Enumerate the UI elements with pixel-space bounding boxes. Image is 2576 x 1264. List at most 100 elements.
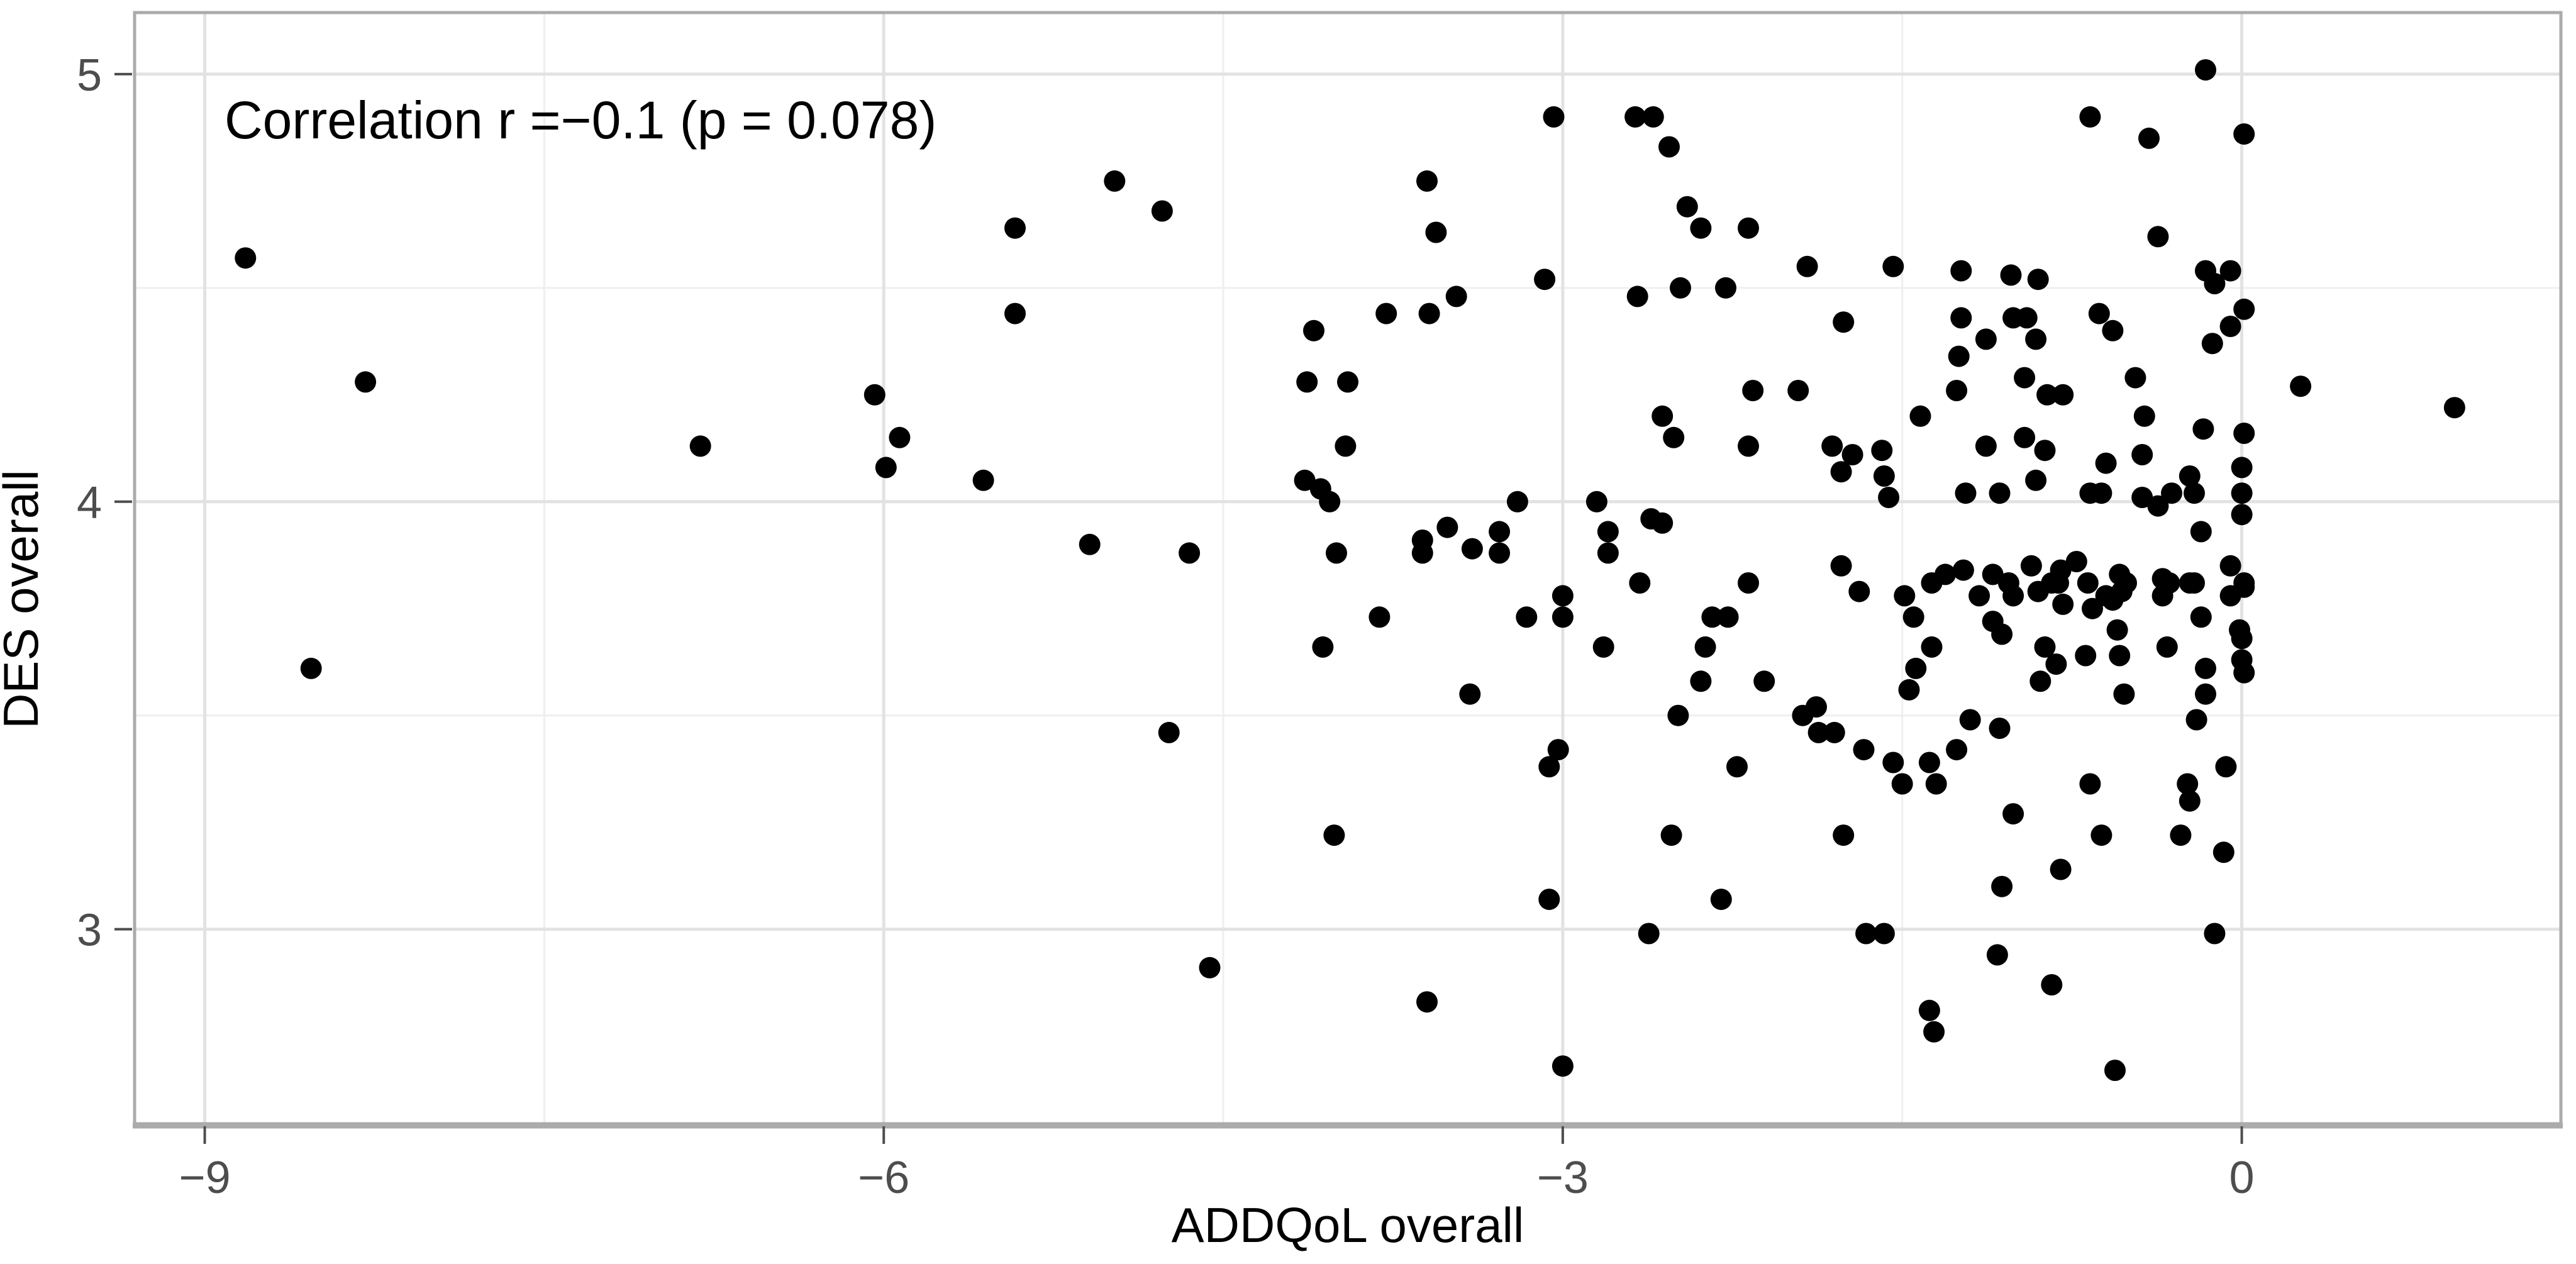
data-point — [2048, 572, 2069, 594]
data-point — [2102, 589, 2124, 611]
data-point — [1294, 469, 1316, 491]
axis-tick-labels: −9 −6 −3 0 3 4 5 — [77, 50, 2255, 1203]
data-point — [1726, 756, 1748, 778]
data-point — [1416, 991, 1438, 1013]
data-point — [1806, 696, 1827, 718]
data-point — [2077, 572, 2099, 594]
data-point — [1982, 563, 2004, 585]
data-point — [355, 371, 377, 393]
data-point — [2138, 127, 2160, 149]
data-point — [1946, 739, 1968, 761]
data-point — [1303, 319, 1324, 341]
data-point — [2161, 482, 2182, 504]
data-point — [1199, 956, 1221, 978]
data-point — [1538, 889, 1560, 911]
x-axis-title: ADDQoL overall — [1172, 1197, 1524, 1253]
data-point — [2052, 593, 2074, 615]
y-tick-label: 4 — [77, 478, 102, 528]
data-point — [2036, 384, 2058, 406]
data-point — [1921, 636, 1943, 658]
data-point — [2184, 572, 2205, 594]
data-point — [2041, 974, 2063, 995]
data-point — [1489, 521, 1511, 543]
data-point — [1079, 533, 1101, 555]
data-point — [1004, 217, 1026, 239]
data-point — [972, 469, 994, 491]
x-tick-label: −9 — [179, 1153, 231, 1203]
data-point — [1690, 217, 1712, 239]
x-tick-label: −3 — [1537, 1153, 1589, 1203]
x-tick-label: 0 — [2229, 1153, 2255, 1203]
y-tick-label: 5 — [77, 50, 102, 101]
correlation-annotation: Correlation r =−0.1 (p = 0.078) — [225, 91, 936, 150]
data-point — [1296, 371, 1318, 393]
data-point — [1179, 542, 1201, 564]
data-point — [1950, 260, 1972, 282]
data-point — [2079, 106, 2101, 128]
data-point — [1918, 751, 1940, 773]
data-point — [2184, 482, 2205, 504]
data-point — [2045, 653, 2067, 675]
data-point — [2233, 123, 2255, 145]
data-point — [1516, 606, 1538, 628]
data-point — [1552, 1055, 1574, 1077]
data-point — [1952, 559, 1974, 581]
data-point — [2195, 59, 2216, 81]
data-point — [2133, 405, 2155, 427]
data-point — [2170, 824, 2192, 846]
data-point — [2027, 269, 2049, 291]
data-point — [2219, 555, 2241, 577]
data-point — [1841, 444, 1863, 465]
scatter-points — [235, 59, 2465, 1081]
data-point — [1461, 538, 1483, 560]
data-point — [1663, 426, 1685, 448]
data-point — [2020, 555, 2042, 577]
data-point — [1787, 380, 1809, 401]
data-point — [1368, 606, 1391, 628]
data-point — [1640, 508, 1662, 529]
data-point — [1337, 371, 1358, 393]
data-point — [1506, 491, 1528, 513]
data-point — [2082, 597, 2103, 619]
data-point — [1694, 636, 1716, 658]
data-point — [2215, 756, 2237, 778]
data-point — [2124, 367, 2146, 389]
data-point — [1871, 440, 1893, 462]
data-point — [1742, 380, 1764, 401]
data-point — [1676, 196, 1698, 218]
data-point — [2290, 375, 2312, 397]
data-point — [2219, 585, 2241, 607]
data-point — [2016, 307, 2038, 329]
data-point — [2090, 824, 2112, 846]
data-point — [2079, 773, 2101, 795]
data-point — [1873, 465, 1895, 487]
data-point — [2104, 1060, 2126, 1081]
data-point — [1489, 542, 1511, 564]
data-point — [1909, 405, 1931, 427]
data-point — [300, 657, 322, 679]
data-point — [1853, 739, 1875, 761]
data-point — [2233, 662, 2255, 684]
data-point — [2116, 572, 2137, 594]
data-point — [2233, 572, 2255, 594]
minor-gridlines — [135, 13, 2561, 1124]
data-point — [1968, 585, 1990, 607]
data-point — [1918, 999, 1940, 1021]
data-point — [2095, 452, 2117, 474]
data-point — [1989, 718, 2011, 740]
data-point — [2204, 923, 2226, 945]
data-point — [1375, 302, 1397, 324]
data-point — [1935, 563, 1957, 585]
axis-tick-marks — [114, 72, 2243, 1144]
data-point — [1925, 773, 1947, 795]
data-point — [2131, 444, 2153, 465]
data-point — [2201, 333, 2223, 355]
data-point — [1873, 923, 1895, 945]
data-point — [1898, 679, 1920, 701]
data-point — [1104, 170, 1126, 192]
data-point — [2231, 628, 2253, 650]
data-point — [2147, 495, 2169, 517]
data-point — [1660, 824, 1682, 846]
